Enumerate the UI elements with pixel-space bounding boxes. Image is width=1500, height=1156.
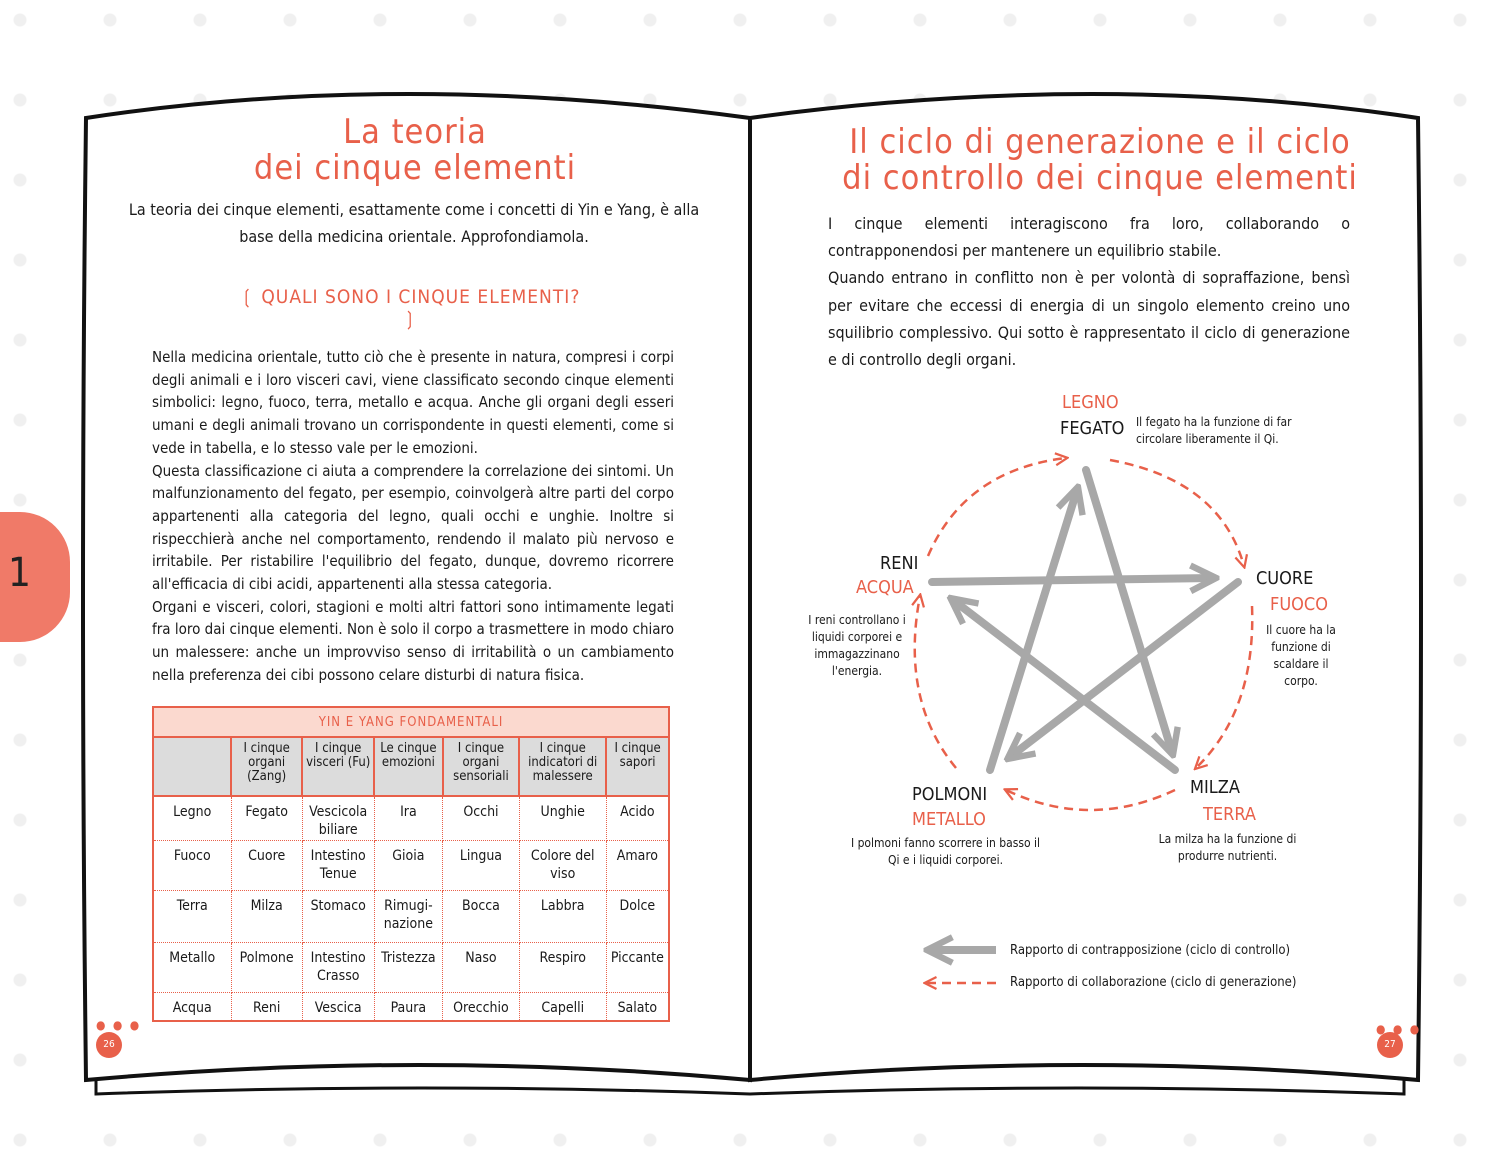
chapter-tab[interactable]: 1 [0, 512, 70, 642]
table-cell: Ira [373, 795, 444, 841]
table-cell: Milza [230, 890, 303, 943]
arrow-milza-reni [953, 600, 1179, 774]
page-number-right: 27 [1377, 1032, 1403, 1058]
node-element-fuoco: FUOCO [1270, 594, 1328, 615]
node-element-metallo: METALLO [912, 809, 986, 830]
table-cell: Gioia [373, 840, 444, 891]
table-cell: Colore del viso [518, 840, 607, 891]
arrow-fegato-milza [1082, 466, 1172, 752]
node-organ-reni: RENI [880, 553, 919, 574]
table-cell: Amaro [605, 840, 670, 891]
table-cell: Vescicola biliare [301, 795, 375, 841]
arc-cuore-milza [1196, 605, 1254, 768]
table-cell: Bocca [442, 890, 520, 943]
table-cell: Intestino Tenue [301, 840, 375, 891]
table-cell: Lingua [442, 840, 520, 891]
node-note-fegato: Il fegato ha la funzione di far circolar… [1136, 415, 1292, 446]
table-cell: Paura [373, 992, 444, 1021]
table-cell: Terra [152, 890, 232, 943]
table-header-cell: I cinque organi (Zang) [229, 736, 304, 797]
table-caption: YIN E YANG FONDAMENTALI [152, 706, 670, 738]
node-element-terra: TERRA [1203, 804, 1256, 825]
table-cell: Intestino Crasso [301, 942, 375, 993]
table-cell: Occhi [442, 795, 520, 841]
node-note-polmoni: I polmoni fanno scorrere in basso il Qi … [850, 836, 1041, 867]
arc-polmoni-reni [915, 596, 957, 769]
table-cell: Acido [605, 795, 670, 841]
table-header-cell: I cinque organi sensoriali [441, 736, 521, 797]
intro-text: I cinque elementi interagiscono fra loro… [828, 214, 1350, 370]
arc-fegato-cuore [1109, 458, 1244, 566]
table-cell: Piccante [605, 942, 670, 993]
table-cell: Orecchio [442, 992, 520, 1021]
legend-generation: Rapporto di collaborazione (ciclo di gen… [1010, 975, 1297, 990]
node-organ-cuore: CUORE [1256, 568, 1314, 589]
node-note-reni: I reni controllano i liquidi corporei e … [808, 613, 906, 678]
table-header-cell: I cinque visceri (Fu) [301, 736, 376, 797]
control-cycle-arrows [928, 466, 1242, 774]
table-cell: Vescica [301, 992, 375, 1021]
node-organ-polmoni: POLMONI [912, 784, 988, 805]
table-cell: Labbra [518, 890, 607, 943]
table-cell: Unghie [518, 795, 607, 841]
page-title: La teoria dei cinque elementi [253, 112, 577, 188]
table-row: Legno Fegato Vescicola biliare Ira Occhi Ungh… [152, 795, 670, 841]
table-row: Metallo Polmone Intestino Crasso Tristezza N… [152, 942, 670, 993]
legend-control: Rapporto di contrapposizione (ciclo di c… [1010, 943, 1291, 958]
body-text: Nella medicina orientale, tutto ciò che … [152, 348, 674, 684]
lead-text: La teoria dei cinque elementi, esattamen… [128, 200, 700, 246]
elements-table: YIN E YANG FONDAMENTALI I cinque organi … [152, 706, 670, 1022]
arrow-cuore-polmoni [1010, 578, 1242, 757]
table-cell: Dolce [605, 890, 670, 943]
arrow-reni-cuore [928, 578, 1213, 582]
table-cell: Capelli [518, 992, 607, 1021]
node-note-cuore: Il cuore ha la funzione di scaldare il c… [1266, 623, 1336, 688]
table-cell: Reni [230, 992, 303, 1021]
table-cell: Stomaco [301, 890, 375, 943]
arc-reni-fegato [926, 458, 1066, 557]
table-header-cell: I cinque sapori [605, 736, 670, 797]
table-cell: Salato [605, 992, 670, 1021]
page-title-right: Il ciclo di generazione e il ciclo di co… [842, 122, 1358, 198]
generation-cycle-arrows [915, 458, 1254, 812]
arrow-polmoni-fegato [986, 490, 1077, 774]
table-cell: Naso [442, 942, 520, 993]
node-note-milza: La milza ha la funzione di produrre nutr… [1158, 832, 1297, 863]
table-header-cell: I cinque indicatori di malessere [518, 736, 608, 797]
paw-icon: ● ● ● [96, 1018, 142, 1032]
node-organ-milza: MILZA [1190, 777, 1240, 798]
table-header-cell [152, 736, 232, 797]
page-number-left: 26 [96, 1032, 122, 1058]
section-subtitle: ❲ QUALI SONO I CINQUE ELEMENTI? ❳ [239, 286, 581, 330]
table-row: Fuoco Cuore Intestino Tenue Gioia Lingua Colo… [152, 840, 670, 891]
table-header-cell: Le cinque emozioni [373, 736, 444, 797]
table-cell: Polmone [230, 942, 303, 993]
node-element-acqua: ACQUA [856, 577, 914, 598]
table-cell: Acqua [152, 992, 232, 1021]
table-row: Acqua Reni Vescica Paura Orecchio Capelli Sala… [152, 992, 670, 1021]
arc-milza-polmoni [1006, 790, 1176, 812]
table-cell: Respiro [518, 942, 607, 993]
table-body: Legno Fegato Vescicola biliare Ira Occhi Ungh… [152, 795, 670, 1021]
table-header-row: I cinque organi (Zang) I cinque visceri (… [152, 736, 670, 797]
table-cell: Fegato [230, 795, 303, 841]
node-organ-fegato: FEGATO [1060, 418, 1125, 439]
node-element-legno: LEGNO [1062, 392, 1119, 413]
